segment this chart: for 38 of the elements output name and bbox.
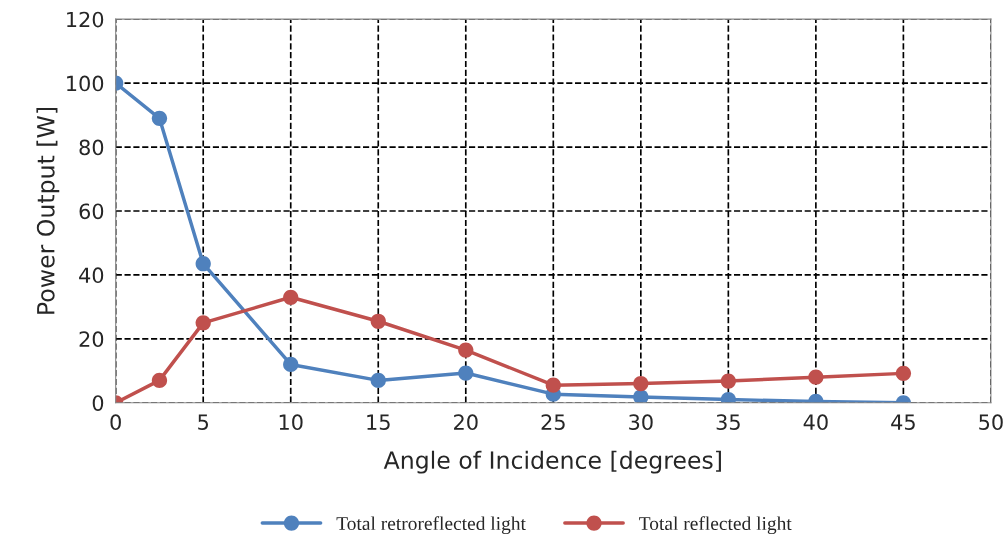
x-tick-label: 50	[979, 414, 1003, 431]
x-axis-title: Angle of Incidence [degrees]	[383, 450, 721, 474]
point	[633, 389, 649, 403]
y-tick-label: 80	[79, 139, 104, 156]
y-tick-label: 60	[79, 203, 104, 220]
y-tick-label: 20	[79, 331, 104, 348]
point	[545, 377, 561, 393]
point	[895, 365, 912, 382]
y-axis-title: Power Output [W]	[36, 107, 60, 314]
x-tick-label: 35	[716, 414, 740, 431]
point	[151, 110, 168, 126]
x-tick-label: 0	[110, 414, 121, 431]
legend-label: Total retroreflected light	[336, 516, 526, 535]
point	[370, 372, 386, 389]
point	[458, 342, 474, 358]
y-tick-label: 100	[67, 75, 104, 92]
x-tick-label: 30	[629, 414, 653, 431]
point	[370, 313, 386, 329]
x-tick-label: 40	[803, 414, 828, 431]
point	[720, 373, 736, 389]
x-tick-label: 5	[198, 414, 209, 431]
point	[283, 356, 299, 373]
legend-label: Total reflected light	[639, 516, 792, 535]
x-tick-label: 20	[454, 414, 478, 431]
y-tick-label: 120	[67, 11, 104, 28]
point	[195, 315, 211, 331]
point	[151, 372, 168, 389]
x-tick-label: 15	[367, 414, 390, 431]
point	[458, 365, 474, 381]
x-tick-label: 45	[891, 414, 915, 431]
y-tick-label: 40	[79, 267, 104, 284]
x-tick-label: 10	[279, 414, 303, 431]
point	[283, 289, 299, 305]
point	[633, 375, 649, 392]
point	[808, 369, 824, 385]
y-tick-label: 0	[92, 395, 104, 411]
point	[195, 256, 211, 272]
x-tick-label: 25	[541, 414, 565, 431]
